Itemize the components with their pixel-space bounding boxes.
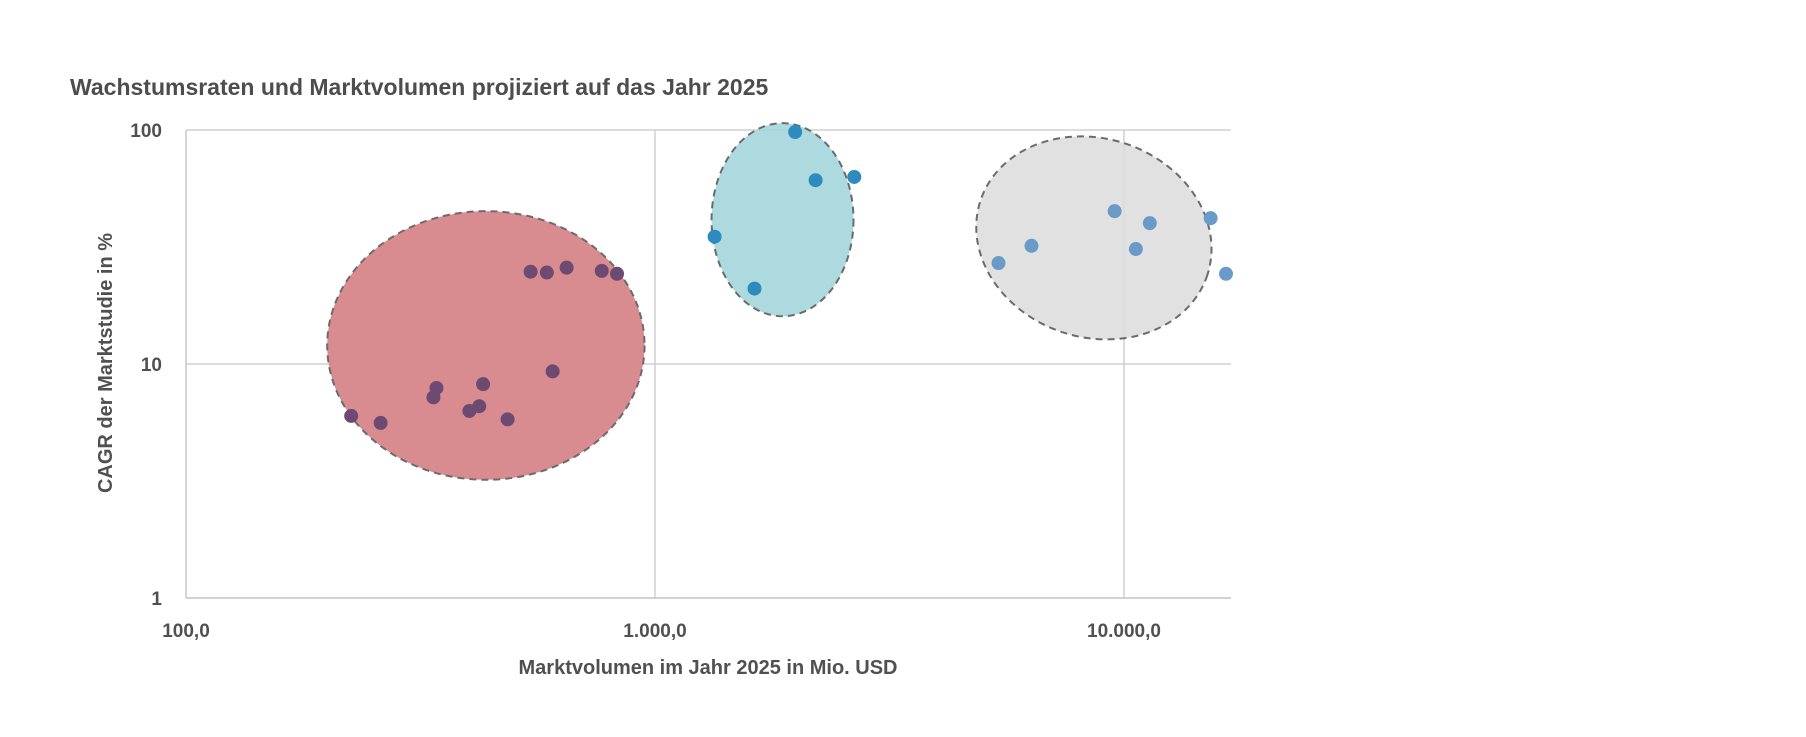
data-point-series-2 [808,173,823,188]
data-point-series-2 [847,169,862,184]
x-tick-label: 1.000,0 [623,621,686,642]
cluster-ellipse-2 [710,122,855,318]
data-point-series-1 [545,364,560,379]
cluster-ellipse-3 [975,135,1213,341]
y-tick-label: 1 [151,589,162,610]
x-axis-ticks: 100,0 1.000,0 10.000,0 [162,621,1161,642]
data-point-series-3 [1128,242,1143,257]
data-point-series-1 [476,377,491,392]
data-point-series-1 [344,408,359,423]
data-point-series-1 [559,260,574,275]
y-tick-label: 100 [130,121,162,142]
data-point-series-3 [1107,204,1122,219]
data-point-series-2 [788,125,803,140]
data-point-series-1 [373,415,388,430]
chart-title: Wachstumsraten und Marktvolumen projizie… [70,74,768,100]
data-point-series-3 [991,256,1006,271]
x-tick-label: 10.000,0 [1087,621,1161,642]
x-tick-label: 100,0 [162,621,210,642]
data-point-series-1 [523,264,538,279]
y-axis-ticks: 1 10 100 [130,121,162,610]
data-point-series-2 [747,281,762,296]
data-point-series-1 [610,266,625,281]
data-point-series-3 [1219,266,1233,281]
data-points [344,125,1233,430]
data-point-series-1 [539,265,554,280]
y-axis-label: CAGR der Marktstudie in % [95,233,117,493]
clusters [326,122,1213,481]
data-point-series-1 [594,263,609,278]
x-axis-label: Marktvolumen im Jahr 2025 in Mio. USD [519,657,898,679]
data-point-series-1 [472,399,487,414]
y-tick-label: 10 [141,355,162,376]
data-point-series-3 [1203,211,1218,226]
cluster-ellipse-1 [326,210,646,481]
data-point-series-1 [429,380,444,395]
data-point-series-3 [1142,216,1157,231]
data-point-series-1 [500,412,515,427]
data-point-series-3 [1024,238,1039,253]
data-point-series-2 [707,229,722,244]
